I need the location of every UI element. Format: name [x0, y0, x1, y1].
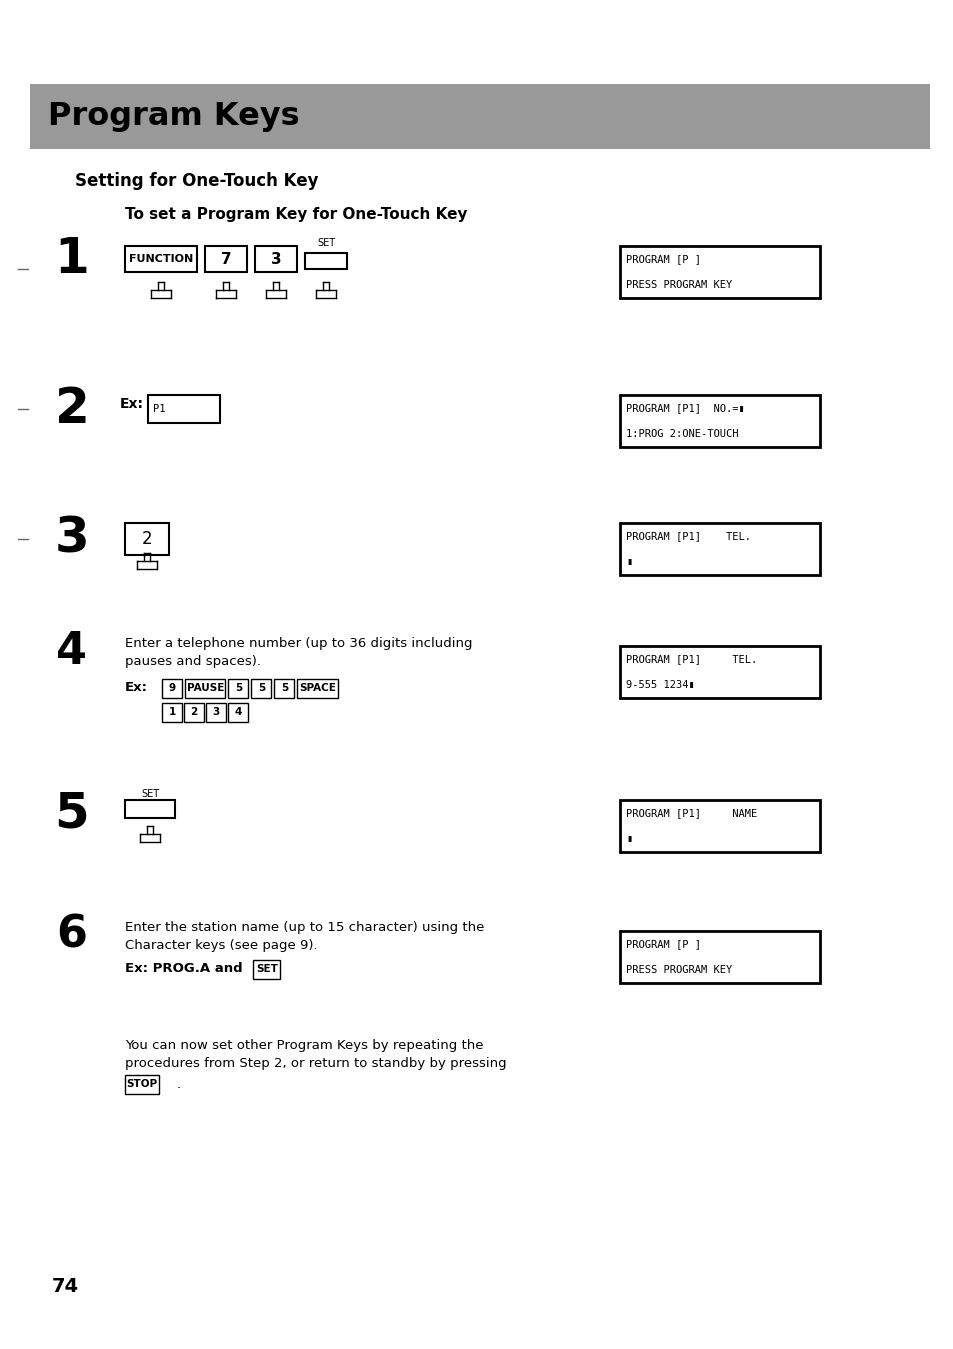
FancyBboxPatch shape — [148, 395, 220, 424]
FancyBboxPatch shape — [205, 246, 247, 272]
Text: ▮: ▮ — [625, 834, 632, 844]
Text: 9: 9 — [169, 683, 175, 693]
FancyBboxPatch shape — [619, 395, 820, 447]
FancyBboxPatch shape — [252, 679, 272, 697]
Text: 2: 2 — [191, 707, 197, 718]
FancyBboxPatch shape — [619, 931, 820, 983]
FancyBboxPatch shape — [274, 679, 294, 697]
FancyBboxPatch shape — [297, 679, 337, 697]
Text: Enter the station name (up to 15 character) using the: Enter the station name (up to 15 charact… — [125, 920, 484, 934]
FancyBboxPatch shape — [254, 246, 296, 272]
FancyBboxPatch shape — [619, 246, 820, 298]
FancyBboxPatch shape — [184, 703, 204, 722]
Text: .: . — [177, 1078, 181, 1090]
Text: FUNCTION: FUNCTION — [129, 254, 193, 264]
Text: PROGRAM [P1]     TEL.: PROGRAM [P1] TEL. — [625, 654, 757, 664]
Text: 7: 7 — [220, 251, 231, 267]
Text: PAUSE: PAUSE — [187, 683, 224, 693]
Text: PROGRAM [P1]    TEL.: PROGRAM [P1] TEL. — [625, 532, 750, 541]
Text: PROGRAM [P ]: PROGRAM [P ] — [625, 939, 700, 948]
Text: STOP: STOP — [127, 1079, 157, 1089]
Text: SET: SET — [141, 789, 159, 799]
Text: Ex:: Ex: — [120, 397, 144, 411]
Text: 5: 5 — [257, 683, 265, 693]
Text: 5: 5 — [280, 683, 288, 693]
Text: 6: 6 — [56, 913, 88, 956]
Text: 74: 74 — [52, 1278, 79, 1296]
Text: 2: 2 — [142, 530, 152, 548]
Text: 9-555 1234▮: 9-555 1234▮ — [625, 680, 694, 689]
Text: 4: 4 — [56, 630, 88, 673]
FancyBboxPatch shape — [125, 1075, 159, 1094]
FancyBboxPatch shape — [125, 246, 196, 272]
Text: SPACE: SPACE — [299, 683, 335, 693]
FancyBboxPatch shape — [185, 679, 225, 697]
FancyBboxPatch shape — [206, 703, 226, 722]
Text: 1:PROG 2:ONE-TOUCH: 1:PROG 2:ONE-TOUCH — [625, 429, 738, 438]
Text: PROGRAM [P1]     NAME: PROGRAM [P1] NAME — [625, 808, 757, 817]
Text: 3: 3 — [213, 707, 219, 718]
FancyBboxPatch shape — [253, 959, 280, 978]
Text: 3: 3 — [54, 515, 90, 563]
Text: Ex:: Ex: — [125, 681, 148, 695]
Text: 3: 3 — [271, 251, 281, 267]
FancyBboxPatch shape — [619, 646, 820, 697]
Text: 1: 1 — [168, 707, 175, 718]
Text: Enter a telephone number (up to 36 digits including: Enter a telephone number (up to 36 digit… — [125, 638, 472, 650]
Text: SET: SET — [255, 965, 277, 974]
FancyBboxPatch shape — [305, 254, 347, 268]
Text: Setting for One-Touch Key: Setting for One-Touch Key — [75, 173, 318, 190]
Text: 5: 5 — [234, 683, 242, 693]
Text: SET: SET — [316, 237, 335, 248]
Text: PRESS PROGRAM KEY: PRESS PROGRAM KEY — [625, 965, 732, 975]
Text: 4: 4 — [234, 707, 241, 718]
Text: PROGRAM [P ]: PROGRAM [P ] — [625, 254, 700, 264]
Text: PRESS PROGRAM KEY: PRESS PROGRAM KEY — [625, 281, 732, 290]
FancyBboxPatch shape — [228, 703, 248, 722]
FancyBboxPatch shape — [229, 679, 248, 697]
Text: P1: P1 — [152, 403, 165, 414]
FancyBboxPatch shape — [125, 800, 174, 817]
Text: To set a Program Key for One-Touch Key: To set a Program Key for One-Touch Key — [125, 206, 467, 221]
Text: You can now set other Program Keys by repeating the: You can now set other Program Keys by re… — [125, 1040, 483, 1052]
Text: 2: 2 — [54, 384, 90, 433]
Text: PROGRAM [P1]  NO.=▮: PROGRAM [P1] NO.=▮ — [625, 403, 744, 413]
Text: ▮: ▮ — [625, 557, 632, 567]
Text: procedures from Step 2, or return to standby by pressing: procedures from Step 2, or return to sta… — [125, 1056, 506, 1070]
FancyBboxPatch shape — [619, 800, 820, 853]
Text: 1: 1 — [54, 235, 90, 283]
FancyBboxPatch shape — [30, 84, 929, 148]
Text: Program Keys: Program Keys — [48, 101, 299, 132]
FancyBboxPatch shape — [619, 523, 820, 575]
Text: Ex: PROG.A and: Ex: PROG.A and — [125, 962, 247, 975]
Text: 5: 5 — [54, 791, 90, 838]
FancyBboxPatch shape — [162, 679, 182, 697]
FancyBboxPatch shape — [162, 703, 182, 722]
Text: pauses and spaces).: pauses and spaces). — [125, 656, 261, 669]
FancyBboxPatch shape — [125, 523, 169, 554]
Text: Character keys (see page 9).: Character keys (see page 9). — [125, 939, 317, 951]
